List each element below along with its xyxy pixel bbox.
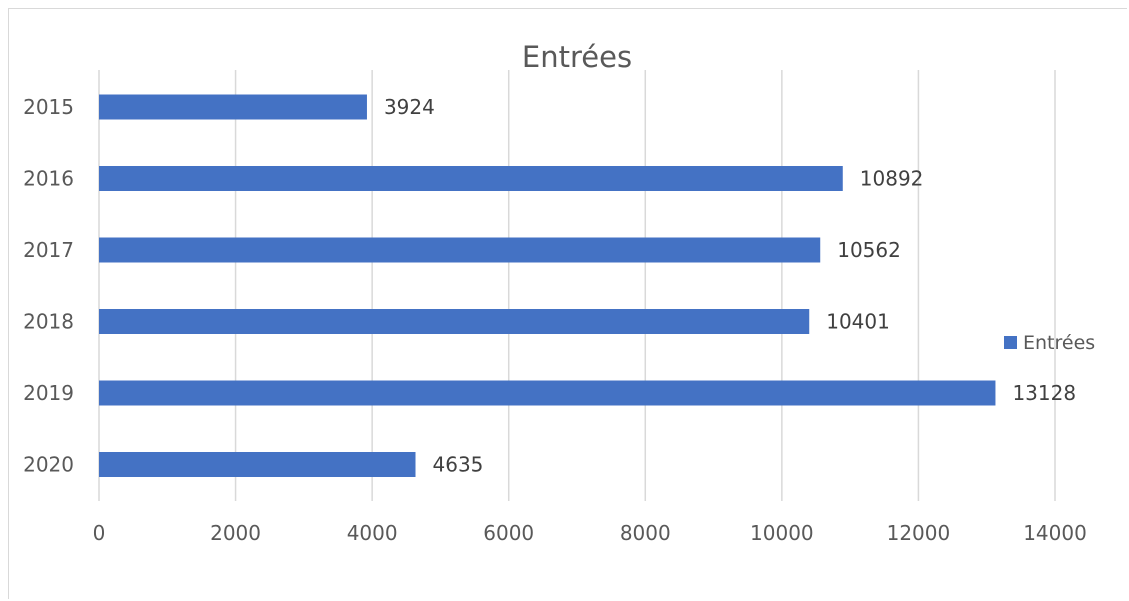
x-tick-label: 8000 <box>620 521 671 545</box>
bar-2018 <box>99 309 810 334</box>
bars <box>99 94 996 477</box>
category-label-2019: 2019 <box>23 381 74 405</box>
value-axis: 0 2000 4000 6000 8000 10000 12000 14000 <box>93 521 1087 545</box>
category-label-2016: 2016 <box>23 167 74 191</box>
gridlines <box>98 70 1056 501</box>
bar-2020 <box>99 452 416 477</box>
data-label-2019: 13128 <box>1012 381 1076 405</box>
category-label-2018: 2018 <box>23 310 74 334</box>
data-label-2016: 10892 <box>860 167 924 191</box>
data-label-2015: 3924 <box>384 95 435 119</box>
x-tick-label: 10000 <box>750 521 814 545</box>
bar-2017 <box>99 237 821 263</box>
bar-2019 <box>99 380 996 406</box>
data-label-2020: 4635 <box>433 453 484 477</box>
x-tick-label: 14000 <box>1023 521 1087 545</box>
data-labels: 3924 10892 10562 10401 13128 4635 <box>384 95 1076 477</box>
x-tick-label: 12000 <box>887 521 951 545</box>
legend-swatch <box>1004 336 1017 349</box>
x-tick-label: 4000 <box>347 521 398 545</box>
chart-title: Entrées <box>522 40 632 74</box>
category-label-2020: 2020 <box>23 453 74 477</box>
category-axis: 2015 2016 2017 2018 2019 2020 <box>23 95 74 477</box>
x-tick-label: 2000 <box>210 521 261 545</box>
legend-label: Entrées <box>1023 332 1095 354</box>
category-label-2017: 2017 <box>23 238 74 262</box>
bar-2015 <box>99 94 367 120</box>
data-label-2017: 10562 <box>837 238 901 262</box>
x-tick-label: 0 <box>93 521 106 545</box>
category-label-2015: 2015 <box>23 95 74 119</box>
x-tick-label: 6000 <box>483 521 534 545</box>
data-label-2018: 10401 <box>826 310 890 334</box>
legend: Entrées <box>1004 332 1095 354</box>
bar-2016 <box>99 166 843 191</box>
